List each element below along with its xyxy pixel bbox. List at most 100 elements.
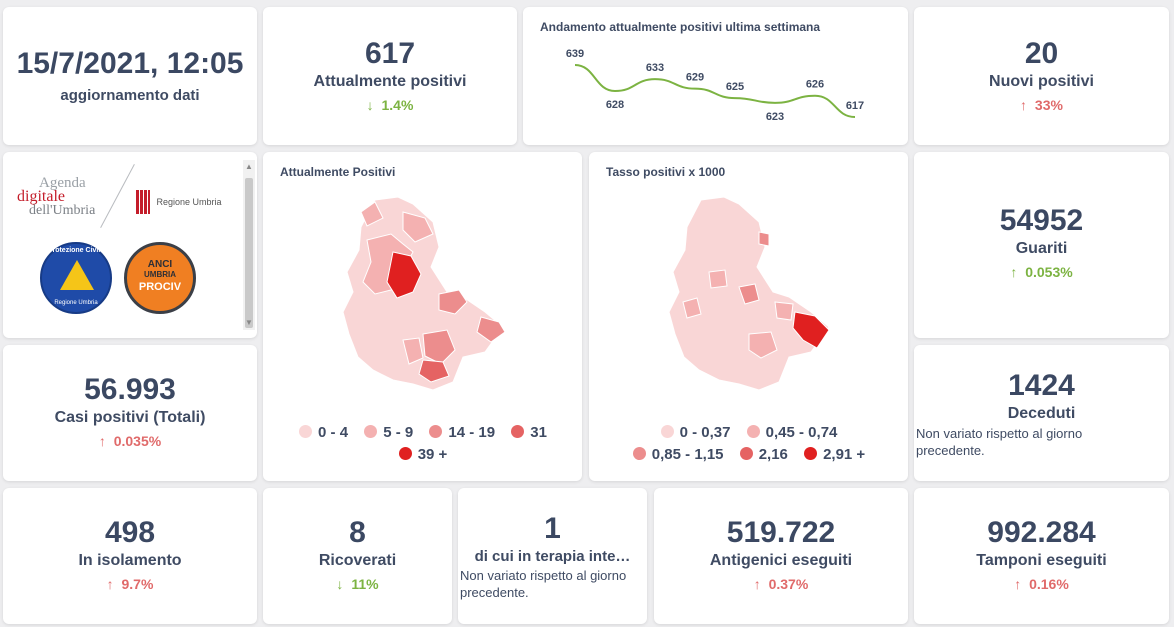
- map-positivi-title: Attualmente Positivi: [280, 165, 396, 179]
- trend-point-label: 625: [726, 81, 744, 93]
- attualmente-positivi-delta-value: 1.4%: [381, 97, 414, 113]
- casi-totali-label: Casi positivi (Totali): [54, 409, 206, 426]
- legend-label: 0 - 4: [318, 424, 349, 441]
- nuovi-positivi-label: Nuovi positivi: [989, 73, 1094, 90]
- legend-item: 2,16: [739, 444, 788, 466]
- terapia-note: Non variato rispetto al giorno precedent…: [460, 568, 627, 600]
- map-tasso-title: Tasso positivi x 1000: [606, 165, 726, 179]
- protezione-civile-logo: Protezione Civile Regione Umbria: [40, 242, 112, 314]
- casi-totali-delta-value: 0.035%: [113, 433, 162, 449]
- trend-card[interactable]: Andamento attualmente positivi ultima se…: [523, 7, 908, 145]
- trend-point-label: 633: [646, 62, 664, 74]
- terapia-label: di cui in terapia inte…: [474, 548, 631, 565]
- isolamento-value: 498: [104, 516, 156, 549]
- antigenici-delta-value: 0.37%: [768, 576, 809, 592]
- terapia-card[interactable]: 1 di cui in terapia inte… Non variato ri…: [458, 488, 647, 624]
- ricoverati-card[interactable]: 8 Ricoverati ↓ 11%: [263, 488, 452, 624]
- legend-item: 2,91 +: [804, 444, 865, 466]
- legend-label: 5 - 9: [383, 424, 414, 441]
- scroll-thumb[interactable]: [245, 178, 253, 328]
- trend-point-label: 628: [606, 99, 624, 111]
- deceduti-label: Deceduti: [1007, 405, 1076, 422]
- map-tasso-card[interactable]: Tasso positivi x 1000 0 - 0,37 0,45 - 0,…: [589, 152, 908, 481]
- legend-label: 2,91 +: [823, 446, 866, 463]
- deceduti-note: Non variato rispetto al giorno precedent…: [916, 426, 1083, 458]
- map-positivi-card[interactable]: Attualmente Positivi 0 - 4 5 - 9 14 - 19…: [263, 152, 582, 481]
- attualmente-positivi-card[interactable]: 617 Attualmente positivi ↓ 1.4%: [263, 7, 517, 145]
- anci-logo-line2: UMBRIA: [144, 270, 176, 279]
- map-positivi-legend: 0 - 4 5 - 9 14 - 19 31 39 +: [283, 422, 563, 466]
- legend-item: 14 - 19: [429, 422, 495, 444]
- regione-umbria-label: Regione Umbria: [156, 197, 222, 207]
- arrow-up-icon: ↑: [1020, 97, 1028, 113]
- trend-point-label: 629: [686, 72, 704, 84]
- guariti-delta-value: 0.053%: [1025, 264, 1073, 280]
- logos-scrollbar[interactable]: ▲ ▼: [243, 160, 255, 330]
- legend-dot-icon: [739, 447, 753, 460]
- update-card: 15/7/2021, 12:05 aggiornamento dati: [3, 7, 257, 145]
- arrow-up-icon: ↑: [1010, 264, 1018, 280]
- attualmente-positivi-label: Attualmente positivi: [313, 73, 467, 90]
- legend-dot-icon: [746, 425, 760, 438]
- ricoverati-delta: ↓ 11%: [263, 576, 452, 592]
- nuovi-positivi-value: 20: [1024, 37, 1059, 70]
- arrow-up-icon: ↑: [106, 576, 114, 592]
- nuovi-positivi-card[interactable]: 20 Nuovi positivi ↑ 33%: [914, 7, 1169, 145]
- regione-umbria-logo: Regione Umbria: [136, 190, 221, 214]
- antigenici-label: Antigenici eseguiti: [709, 552, 853, 569]
- ricoverati-value: 8: [349, 516, 366, 549]
- nuovi-positivi-delta-value: 33%: [1034, 97, 1063, 113]
- ricoverati-delta-value: 11%: [351, 576, 379, 592]
- trend-title: Andamento attualmente positivi ultima se…: [540, 20, 821, 34]
- isolamento-delta-value: 9.7%: [121, 576, 154, 592]
- trend-chart: 639 628 633 629 625 623 626 617: [566, 48, 864, 123]
- legend-label: 2,16: [758, 446, 788, 463]
- update-datetime: 15/7/2021, 12:05: [16, 47, 244, 80]
- legend-label: 39 +: [417, 446, 448, 463]
- antigenici-card[interactable]: 519.722 Antigenici eseguiti ↑ 0.37%: [654, 488, 908, 624]
- trend-point-label: 617: [846, 100, 864, 112]
- deceduti-card[interactable]: 1424 Deceduti Non variato rispetto al gi…: [914, 345, 1169, 481]
- guariti-card[interactable]: 54952 Guariti ↑ 0.053%: [914, 152, 1169, 338]
- guariti-delta: ↑ 0.053%: [914, 264, 1169, 280]
- map-tasso-legend: 0 - 0,37 0,45 - 0,74 0,85 - 1,15 2,16 2,…: [603, 422, 895, 466]
- protezione-civile-label: Protezione Civile: [47, 247, 105, 254]
- legend-dot-icon: [632, 447, 646, 460]
- agenda-logo-line1: Agenda: [39, 175, 86, 191]
- legend-item: 0,45 - 0,74: [746, 422, 837, 444]
- regione-umbria-icon: [136, 190, 150, 214]
- terapia-value: 1: [544, 512, 561, 545]
- agenda-digitale-logo: Agenda digitale dell'Umbria: [17, 176, 95, 218]
- ricoverati-label: Ricoverati: [318, 552, 397, 569]
- anci-logo-line3: PROCIV: [138, 281, 182, 293]
- isolamento-card[interactable]: 498 In isolamento ↑ 9.7%: [3, 488, 257, 624]
- legend-dot-icon: [429, 425, 443, 438]
- arrow-up-icon: ↑: [1014, 576, 1022, 592]
- legend-dot-icon: [511, 425, 525, 438]
- arrow-down-icon: ↓: [366, 97, 374, 113]
- protezione-civile-triangle-icon: [60, 260, 94, 290]
- casi-totali-value: 56.993: [84, 373, 176, 406]
- tamponi-value: 992.284: [987, 516, 1096, 549]
- trend-line: [574, 64, 856, 118]
- legend-label: 14 - 19: [448, 424, 496, 441]
- isolamento-label: In isolamento: [78, 552, 182, 569]
- arrow-up-icon: ↑: [98, 433, 106, 449]
- arrow-down-icon: ↓: [336, 576, 344, 592]
- umbria-map-positivi[interactable]: [263, 152, 582, 481]
- casi-totali-card[interactable]: 56.993 Casi positivi (Totali) ↑ 0.035%: [3, 345, 257, 481]
- scroll-up-icon[interactable]: ▲: [245, 162, 253, 171]
- antigenici-value: 519.722: [726, 516, 836, 549]
- legend-label: 31: [530, 424, 547, 441]
- umbria-map-tasso[interactable]: [589, 152, 908, 481]
- tamponi-card[interactable]: 992.284 Tamponi eseguiti ↑ 0.16%: [914, 488, 1169, 624]
- legend-dot-icon: [364, 425, 378, 438]
- casi-totali-delta: ↑ 0.035%: [3, 433, 257, 449]
- agenda-logo-line2: digitale: [17, 188, 65, 205]
- antigenici-delta: ↑ 0.37%: [654, 576, 908, 592]
- legend-label: 0 - 0,37: [679, 424, 731, 441]
- anci-logo-line1: ANCI: [147, 259, 173, 270]
- scroll-down-icon[interactable]: ▼: [245, 318, 253, 327]
- legend-item: 0 - 0,37: [660, 422, 731, 444]
- trend-point-label: 639: [566, 48, 584, 60]
